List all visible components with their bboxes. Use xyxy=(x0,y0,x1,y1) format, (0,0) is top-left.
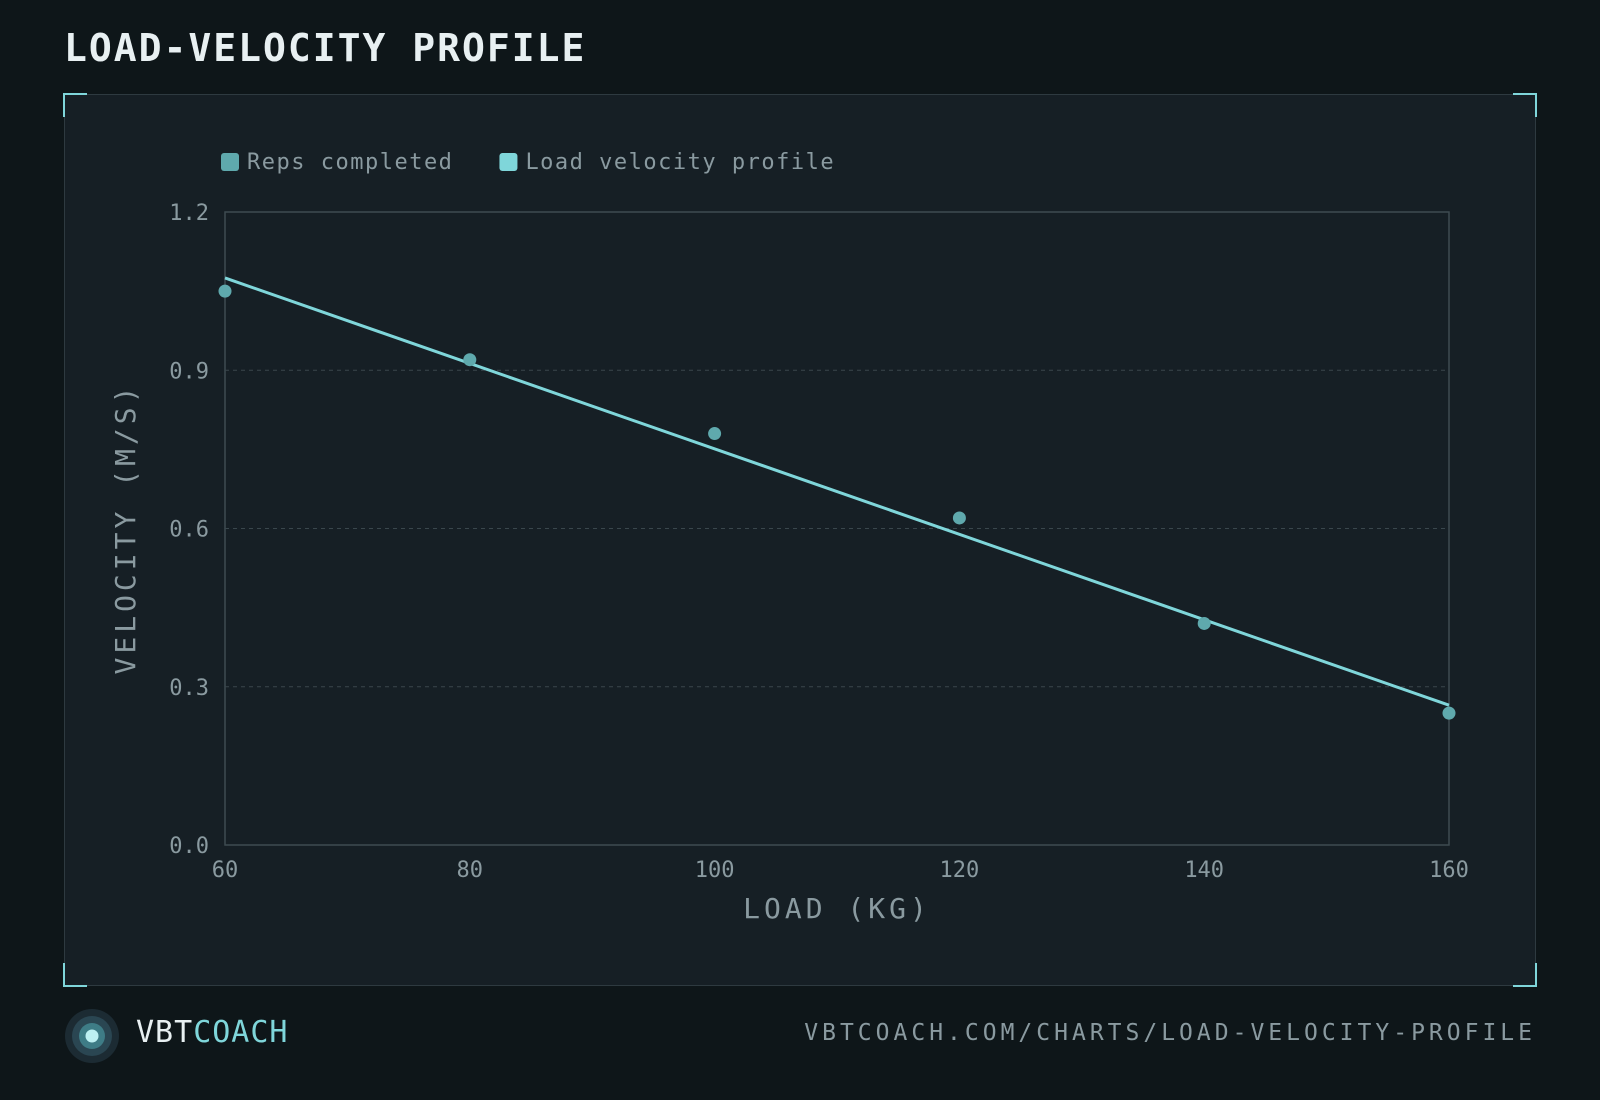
legend-swatch xyxy=(221,153,239,171)
footer-url[interactable]: VBTCOACH.COM/CHARTS/LOAD-VELOCITY-PROFIL… xyxy=(804,1020,1536,1046)
corner-bracket xyxy=(63,963,87,987)
x-tick-label: 120 xyxy=(940,858,980,883)
y-tick-label: 1.2 xyxy=(169,201,209,226)
brand-prefix: VBT xyxy=(136,1015,194,1050)
data-point xyxy=(1442,706,1456,720)
x-tick-label: 60 xyxy=(212,858,239,883)
data-point xyxy=(952,511,966,525)
corner-bracket xyxy=(1513,963,1537,987)
data-point xyxy=(218,284,232,298)
data-point xyxy=(708,427,722,441)
x-tick-label: 140 xyxy=(1184,858,1224,883)
y-tick-label: 0.3 xyxy=(169,676,209,701)
chart-canvas: 0.0 0.3 0.6 0.9 1.2 60 80 100 120 140 160 LOAD (KG)… xyxy=(109,150,1469,925)
x-tick-label: 160 xyxy=(1429,858,1469,883)
trend-line xyxy=(224,276,1450,707)
legend-label: Load velocity profile xyxy=(525,150,835,175)
chart-panel: 0.0 0.3 0.6 0.9 1.2 60 80 100 120 140 160 LOAD (KG)… xyxy=(63,93,1537,987)
y-tick-label: 0.0 xyxy=(169,834,209,859)
legend-label: Reps completed xyxy=(247,150,453,175)
y-axis-label: VELOCITY (M/S) xyxy=(109,382,142,674)
corner-bracket xyxy=(63,93,87,117)
page-title: LOAD-VELOCITY PROFILE xyxy=(64,26,587,70)
x-tick-label: 100 xyxy=(695,858,735,883)
corner-bracket xyxy=(1513,93,1537,117)
brand-suffix: COACH xyxy=(193,1015,289,1050)
x-tick-label: 80 xyxy=(457,858,484,883)
legend-swatch xyxy=(499,153,518,171)
data-point xyxy=(463,353,477,367)
data-point xyxy=(1197,616,1211,630)
brand-name: VBTCOACH xyxy=(136,1015,289,1050)
y-tick-label: 0.9 xyxy=(169,359,209,384)
y-tick-label: 0.6 xyxy=(169,518,209,543)
brand-logo-icon xyxy=(65,1009,119,1063)
x-axis-label: LOAD (KG) xyxy=(743,892,931,925)
